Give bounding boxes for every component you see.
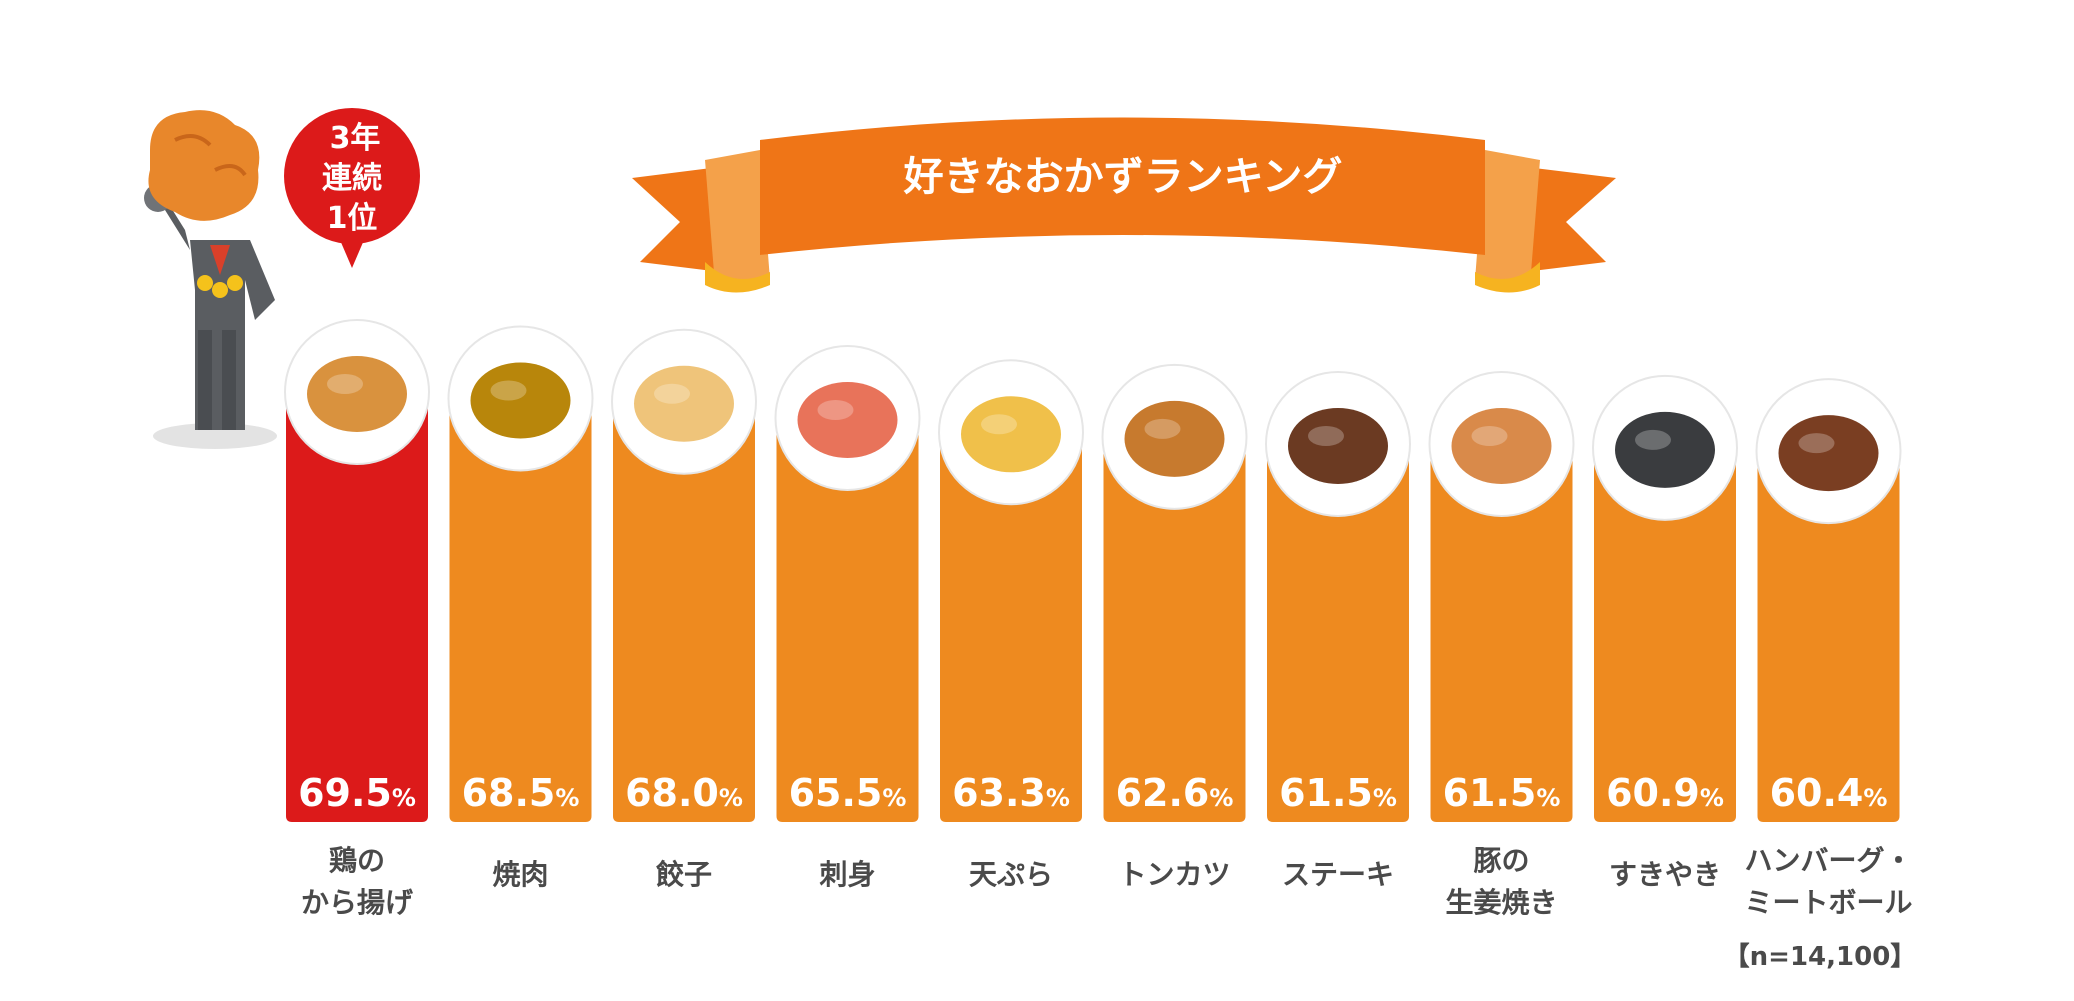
food-2 bbox=[634, 365, 734, 442]
category-label: 鶏の bbox=[329, 844, 385, 877]
value-label: 69.5% bbox=[298, 771, 416, 815]
category-label: 餃子 bbox=[656, 858, 712, 891]
value-label: 60.4% bbox=[1770, 771, 1888, 815]
bar bbox=[1594, 455, 1736, 822]
category-label: 刺身 bbox=[819, 858, 875, 891]
value-label: 68.5% bbox=[462, 771, 580, 815]
food-highlight bbox=[1471, 426, 1508, 446]
karaage-head bbox=[148, 110, 260, 221]
food-0 bbox=[307, 356, 407, 432]
food-8 bbox=[1615, 411, 1715, 488]
food-highlight bbox=[654, 383, 690, 404]
category-label: ステーキ bbox=[1282, 858, 1394, 891]
food-6 bbox=[1288, 408, 1388, 484]
category-label: ミートボール bbox=[1744, 886, 1912, 919]
food-highlight bbox=[981, 414, 1017, 435]
ribbon-gold-left bbox=[705, 262, 770, 293]
category-label: から揚げ bbox=[301, 886, 414, 919]
food-9 bbox=[1778, 415, 1879, 492]
value-label: 62.6% bbox=[1116, 771, 1234, 815]
badge-line-2: 連続 bbox=[322, 161, 382, 196]
food-3 bbox=[797, 382, 898, 458]
value-label: 60.9% bbox=[1606, 771, 1724, 815]
badge-line-1: 3年 bbox=[330, 121, 381, 156]
karaage-mascot bbox=[144, 110, 277, 449]
bar bbox=[1267, 452, 1409, 822]
ribbon-left-fold bbox=[705, 150, 770, 285]
bar bbox=[449, 406, 592, 822]
badge-line-3: 1位 bbox=[327, 201, 378, 236]
bar bbox=[1430, 452, 1573, 822]
value-label: 63.3% bbox=[952, 771, 1070, 815]
category-label: 生姜焼き bbox=[1445, 886, 1557, 919]
bar bbox=[286, 400, 428, 822]
food-highlight bbox=[1798, 433, 1835, 454]
ribbon-main bbox=[760, 117, 1485, 255]
food-highlight bbox=[490, 380, 527, 401]
food-highlight bbox=[1308, 426, 1344, 446]
category-label: 天ぷら bbox=[969, 858, 1053, 891]
bar bbox=[613, 409, 755, 822]
food-highlight bbox=[1144, 418, 1181, 439]
category-label: トンカツ bbox=[1118, 858, 1230, 891]
category-label: 焼肉 bbox=[492, 858, 548, 891]
food-7 bbox=[1451, 408, 1552, 484]
title-ribbon: 好きなおかずランキング bbox=[632, 117, 1616, 293]
bar bbox=[940, 440, 1082, 822]
bar bbox=[1103, 444, 1246, 822]
category-label: すきやき bbox=[1609, 858, 1721, 891]
food-5 bbox=[1124, 400, 1225, 477]
food-highlight bbox=[817, 400, 854, 420]
category-label: 豚の bbox=[1473, 844, 1529, 877]
food-highlight bbox=[1635, 429, 1671, 450]
bar bbox=[1757, 459, 1900, 822]
value-label: 61.5% bbox=[1443, 771, 1561, 815]
food-highlight bbox=[327, 374, 363, 394]
value-label: 61.5% bbox=[1279, 771, 1397, 815]
value-label: 68.0% bbox=[625, 771, 743, 815]
three-years-first-badge: 3年 連続 1位 bbox=[284, 108, 420, 268]
ribbon-right-fold bbox=[1475, 150, 1540, 285]
bar bbox=[776, 426, 919, 822]
food-1 bbox=[470, 362, 571, 439]
chart-title: 好きなおかずランキング bbox=[903, 154, 1343, 200]
food-4 bbox=[961, 396, 1061, 473]
sample-size-note: 【n=14,100】 bbox=[1724, 942, 1917, 972]
value-label: 65.5% bbox=[789, 771, 907, 815]
ribbon-gold-right bbox=[1475, 262, 1540, 293]
category-label: ハンバーグ・ bbox=[1744, 844, 1912, 877]
